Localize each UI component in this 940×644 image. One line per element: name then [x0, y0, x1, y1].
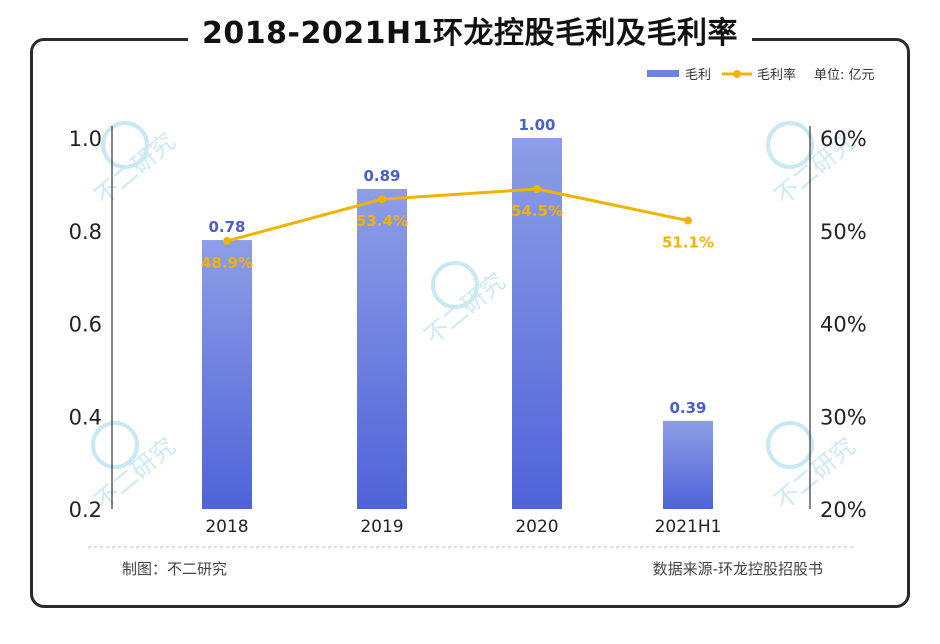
- bar-value-label: 0.89: [363, 167, 400, 185]
- legend-bar-swatch: [647, 70, 679, 77]
- watermark-bubble-icon: [766, 121, 814, 169]
- chart-title-wrap: 2018-2021H1环龙控股毛利及毛利率: [0, 8, 940, 52]
- footer-credit: 制图：不二研究: [122, 560, 228, 578]
- legend: 毛利 毛利率 单位: 亿元: [647, 67, 875, 83]
- y-left-tick-label: 0.2: [69, 498, 102, 522]
- line-value-label: 48.9%: [201, 254, 253, 272]
- bar: [512, 138, 562, 509]
- y-left-tick-label: 1.0: [69, 127, 102, 151]
- y-right-tick-label: 40%: [820, 313, 867, 337]
- line-point: [684, 216, 692, 225]
- line-point: [533, 185, 541, 194]
- data-labels: 0.78 0.89 1.00 0.39 48.9% 53.4% 54.5% 51.1%: [201, 116, 714, 417]
- margin-line: [226, 187, 689, 243]
- x-tick-label: 2020: [515, 517, 558, 537]
- legend-line-label: 毛利率: [757, 67, 796, 83]
- x-tick-label: 2019: [360, 517, 403, 537]
- bar-value-label: 1.00: [518, 116, 555, 134]
- y-left-tick-label: 0.6: [69, 313, 102, 337]
- watermark-bubble-icon: [431, 261, 479, 309]
- axes: 1.0 0.8 0.6 0.4 0.2 60% 50% 40% 30% 20% 2018 2019 20…: [69, 126, 867, 548]
- line-value-label: 53.4%: [356, 212, 408, 230]
- line-value-label: 54.5%: [511, 202, 563, 220]
- bar: [663, 420, 713, 509]
- y-right-tick-label: 60%: [820, 127, 867, 151]
- line-value-label: 51.1%: [662, 234, 714, 252]
- line-series: [223, 185, 692, 245]
- footer-source: 数据来源-环龙控股招股书: [652, 560, 823, 578]
- watermark-bubble-icon: [101, 121, 149, 169]
- bar: [357, 189, 407, 509]
- legend-bar-label: 毛利: [685, 68, 711, 83]
- legend-line-marker: [733, 70, 741, 78]
- watermark-bubble-icon: [91, 421, 139, 469]
- bar-value-label: 0.78: [208, 218, 245, 236]
- chart-title: 2018-2021H1环龙控股毛利及毛利率: [188, 8, 752, 52]
- bars: [202, 138, 713, 509]
- y-right-tick-label: 50%: [820, 220, 867, 244]
- y-left-tick-label: 0.4: [69, 405, 102, 429]
- line-point: [223, 236, 231, 245]
- bar-value-label: 0.39: [669, 399, 706, 417]
- bar: [202, 240, 252, 509]
- y-left-tick-label: 0.8: [69, 220, 102, 244]
- watermark-text: 不二研究: [89, 432, 181, 515]
- y-right-tick-label: 30%: [820, 405, 867, 429]
- line-point: [378, 195, 386, 204]
- x-tick-label: 2021H1: [655, 517, 722, 537]
- legend-unit-label: 单位: 亿元: [814, 68, 875, 83]
- x-tick-label: 2018: [205, 517, 248, 537]
- y-right-tick-label: 20%: [820, 498, 867, 522]
- watermark-bubble-icon: [766, 421, 814, 469]
